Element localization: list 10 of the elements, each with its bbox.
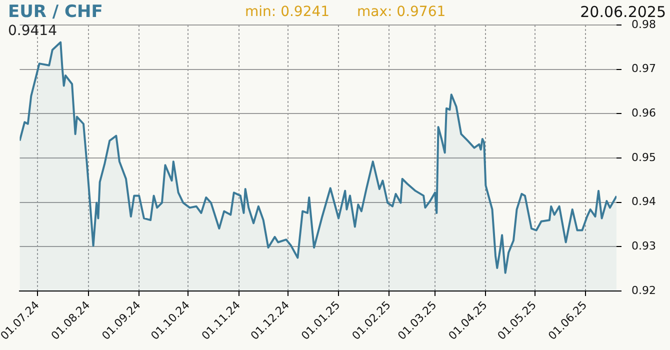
y-tick-label: 0.93 [632,240,656,253]
y-tick-label: 0.95 [632,150,656,164]
chart-title: EUR / CHF [8,2,103,22]
text: min: 0.9241 [245,4,330,20]
y-tick-label: 0.96 [632,106,656,120]
y-tick-label: 0.97 [632,62,656,76]
annotation: 0.9414 [8,23,57,39]
text: max: 0.9761 [357,4,446,20]
y-tick-label: 0.94 [632,195,656,208]
y-tick-label: 0.92 [632,284,656,297]
